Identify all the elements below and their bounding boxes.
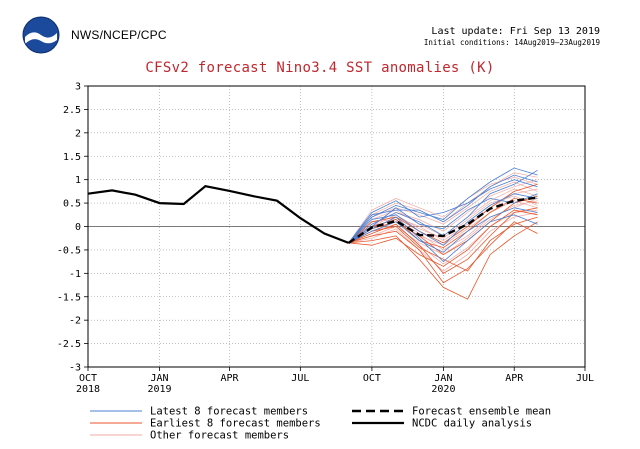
x-tick-year-label: 2020 — [431, 384, 455, 395]
y-tick-label: 1.5 — [63, 152, 81, 163]
y-tick-label: 2 — [75, 128, 81, 139]
latest-member-line — [348, 193, 538, 244]
chart-title: CFSv2 forecast Nino3.4 SST anomalies (K) — [145, 60, 495, 76]
latest-member-line — [348, 207, 538, 253]
other-member-line — [348, 181, 538, 244]
latest-member-line — [348, 174, 538, 244]
legend-label-other: Other forecast members — [150, 430, 289, 442]
earliest-member-line — [348, 209, 538, 267]
other-member-line — [348, 176, 538, 244]
x-tick-label: OCT — [363, 373, 381, 384]
legend-label-mean: Forecast ensemble mean — [412, 406, 551, 418]
other-member-line — [348, 179, 538, 244]
y-tick-label: 1 — [75, 175, 81, 186]
x-tick-label: APR — [505, 373, 524, 384]
y-tick-label: 2.5 — [63, 105, 81, 116]
latest-member-line — [348, 193, 538, 246]
y-tick-label: 0 — [75, 222, 81, 233]
legend-label-earliest: Earliest 8 forecast members — [150, 418, 321, 430]
earliest-member-line — [348, 207, 538, 274]
last-update-text: Last update: Fri Sep 13 2019 — [431, 26, 600, 37]
x-tick-year-label: 2019 — [148, 384, 172, 395]
y-tick-label: -1 — [69, 269, 81, 280]
y-tick-label: -3 — [69, 363, 81, 374]
legend-label-analysis: NCDC daily analysis — [412, 418, 532, 430]
x-tick-year-label: 2018 — [76, 384, 100, 395]
daily-analysis-line — [87, 185, 349, 244]
x-tick-label: OCT — [79, 373, 97, 384]
agency-label: NWS/NCEP/CPC — [71, 28, 167, 42]
y-tick-label: -2.5 — [57, 339, 81, 350]
y-tick-label: 3 — [75, 82, 81, 93]
x-tick-label: JAN — [151, 373, 169, 384]
x-tick-label: JUL — [576, 373, 594, 384]
y-tick-label: -0.5 — [57, 245, 81, 256]
initial-conditions-text: Initial conditions: 14Aug2019–23Aug2019 — [423, 38, 600, 47]
earliest-member-line — [348, 221, 538, 300]
other-member-line — [348, 212, 538, 272]
x-tick-label: JAN — [434, 373, 452, 384]
ensemble-mean-line — [347, 196, 538, 244]
y-tick-label: 0.5 — [63, 199, 81, 210]
latest-member-line — [348, 179, 538, 244]
other-member-line — [348, 195, 538, 244]
y-tick-label: -1.5 — [57, 292, 81, 303]
x-tick-label: APR — [221, 373, 240, 384]
noaa-logo — [22, 16, 60, 54]
y-tick-label: -2 — [69, 316, 81, 327]
earliest-member-line — [348, 216, 538, 272]
legend-label-latest: Latest 8 forecast members — [150, 406, 308, 418]
x-tick-label: JUL — [291, 373, 309, 384]
